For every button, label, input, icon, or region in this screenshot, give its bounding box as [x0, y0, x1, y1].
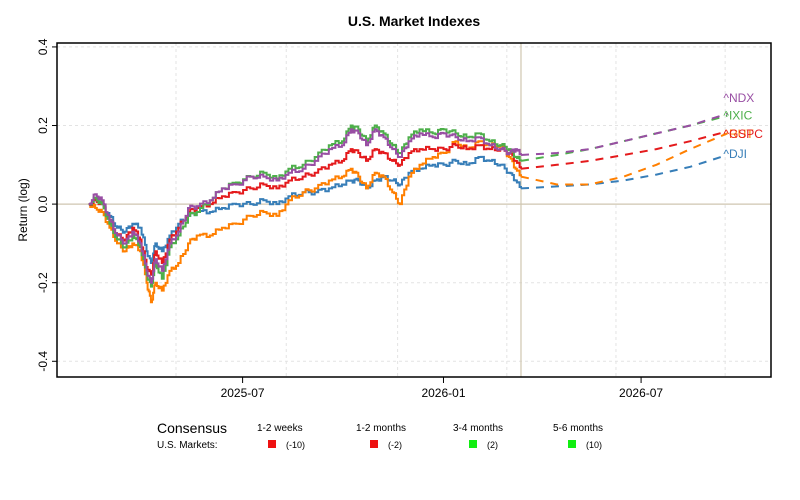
y-tick-label: 0.4	[36, 38, 50, 55]
x-axis: 2025-07 2026-01 2026-07	[221, 377, 663, 400]
chart-title: U.S. Market Indexes	[348, 13, 480, 29]
x-tick-label: 2026-01	[421, 386, 465, 400]
y-tick-label: 0.0	[36, 195, 50, 212]
y-tick-label: -0.2	[36, 272, 50, 293]
series-line-rut	[88, 140, 522, 304]
series-labels: ^NDX ^IXIC ^RUT^GSPC ^DJI	[723, 91, 763, 161]
series-label-gspc: ^GSPC	[723, 127, 763, 141]
series-line-ixic	[88, 124, 522, 288]
series-lines	[88, 112, 728, 304]
forecast-line-ndx	[520, 112, 728, 156]
x-tick-label: 2026-07	[619, 386, 663, 400]
series-label-rut: ^RUT	[723, 127, 754, 141]
series-line-dji	[88, 155, 522, 264]
plot-frame	[56, 42, 772, 378]
grid	[57, 43, 771, 377]
series-label-ixic: ^IXIC	[723, 109, 752, 123]
forecast-line-gspc	[520, 130, 728, 170]
forecast-line-dji	[520, 154, 728, 190]
y-axis-label: Return (log)	[16, 178, 30, 241]
y-tick-label: -0.4	[36, 351, 50, 372]
y-tick-label: 0.2	[36, 117, 50, 134]
series-label-ndx: ^NDX	[723, 91, 754, 105]
reference-lines	[57, 43, 771, 377]
forecast-line-rut	[520, 132, 728, 186]
y-axis: 0.4 0.2 0.0 -0.2 -0.4	[36, 38, 57, 372]
x-tick-label: 2025-07	[221, 386, 265, 400]
series-line-ndx	[88, 128, 522, 284]
series-label-dji: ^DJI	[723, 147, 747, 161]
